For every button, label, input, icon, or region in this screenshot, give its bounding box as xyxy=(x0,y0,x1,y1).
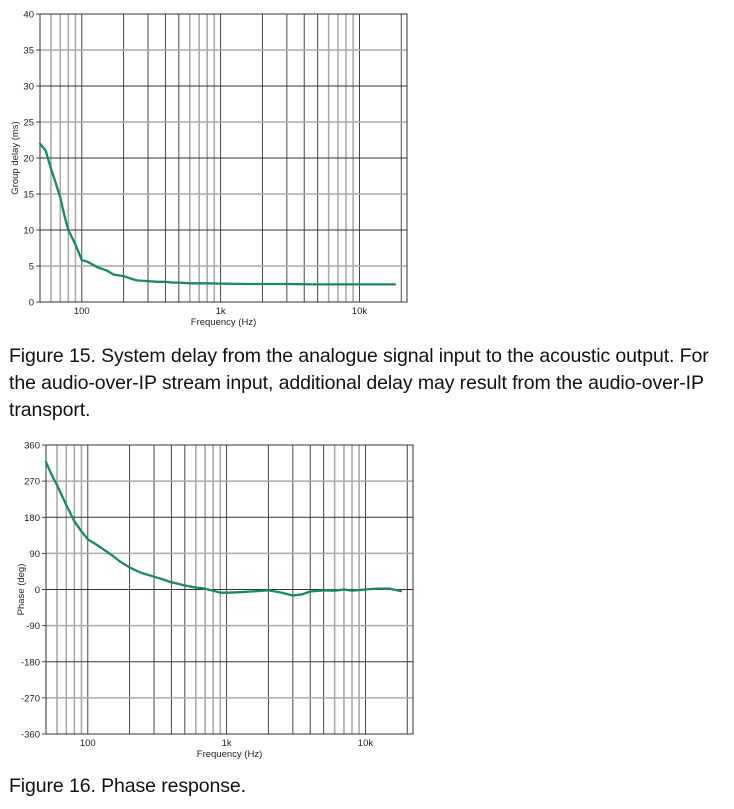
y-tick-label: 35 xyxy=(23,46,34,57)
x-axis-label: Frequency (Hz) xyxy=(197,749,262,760)
x-tick-label: 10k xyxy=(358,738,374,749)
x-tick-label: 100 xyxy=(80,738,96,749)
y-tick-label: 360 xyxy=(24,441,40,452)
y-axis-label: Phase (deg) xyxy=(16,564,27,616)
data-curve xyxy=(44,460,403,597)
phase-response-plot: -360 -270 -180 -90 0 90 180 270 360 100 1k 10k Frequ… xyxy=(16,441,414,760)
group-delay-plot: 0 5 10 15 20 25 30 35 40 100 1k 10k Frequency (Hz) Gr… xyxy=(10,10,408,328)
figure-16-caption: Figure 16. Phase response. xyxy=(9,775,246,797)
y-tick-label: 40 xyxy=(23,10,34,21)
y-tick-label: -180 xyxy=(21,657,40,668)
x-tick-label: 10k xyxy=(352,306,368,317)
y-tick-label: 20 xyxy=(23,154,34,165)
y-tick-label: 0 xyxy=(29,298,34,309)
group-delay-chart: 0 5 10 15 20 25 30 35 40 100 1k 10k Frequency (Hz) Gr… xyxy=(0,0,420,335)
data-curve xyxy=(38,142,397,286)
figure-15-caption: Figure 15. System delay from the analogu… xyxy=(9,345,709,421)
y-tick-label: 25 xyxy=(23,118,34,129)
y-tick-label: 30 xyxy=(23,82,34,93)
y-tick-label: 180 xyxy=(24,513,40,524)
y-tick-label: 5 xyxy=(29,262,34,273)
x-tick-label: 1k xyxy=(222,738,232,749)
y-tick-label: 15 xyxy=(23,190,34,201)
y-axis-label: Group delay (ms) xyxy=(10,121,21,194)
x-tick-label: 1k xyxy=(216,306,226,317)
y-tick-label: 0 xyxy=(35,585,40,596)
grid xyxy=(36,13,407,303)
y-tick-label: -270 xyxy=(21,693,40,704)
x-tick-label: 100 xyxy=(74,306,90,317)
y-tick-label: -90 xyxy=(26,621,40,632)
y-tick-label: -360 xyxy=(21,730,40,741)
x-axis-label: Frequency (Hz) xyxy=(191,317,256,328)
y-tick-label: 270 xyxy=(24,477,40,488)
y-tick-label: 90 xyxy=(29,549,40,560)
y-tick-label: 10 xyxy=(23,226,34,237)
phase-response-chart: -360 -270 -180 -90 0 90 180 270 360 100 1k 10k Frequ… xyxy=(0,430,430,765)
